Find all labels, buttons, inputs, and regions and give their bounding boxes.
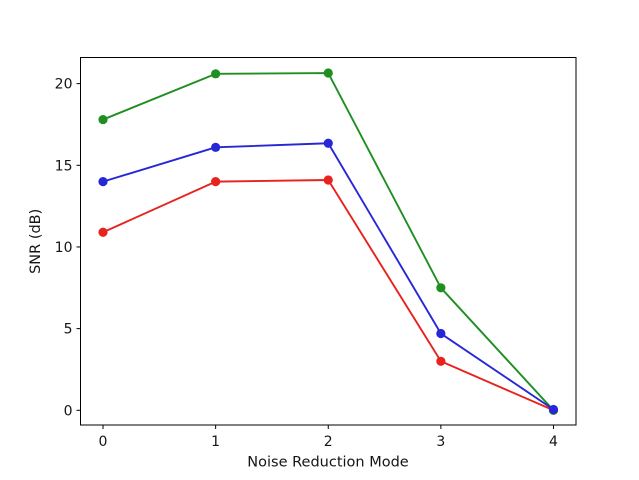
red-series-marker <box>98 227 108 237</box>
y-tick-label: 15 <box>55 158 73 174</box>
y-tick-label: 5 <box>64 322 73 338</box>
green-series-marker <box>211 69 221 79</box>
red-series-marker <box>436 356 446 366</box>
green-series-marker <box>436 283 446 293</box>
y-tick-label: 20 <box>55 77 73 93</box>
y-tick-label: 10 <box>55 240 73 256</box>
plot-area-border <box>80 57 577 426</box>
x-tick-label: 3 <box>436 434 445 450</box>
x-tick-label: 2 <box>324 434 333 450</box>
x-axis-title: Noise Reduction Mode <box>247 455 409 471</box>
blue-series-marker <box>323 138 333 148</box>
blue-series-marker <box>211 142 221 152</box>
red-series-marker <box>211 177 221 187</box>
blue-series-marker <box>548 404 559 415</box>
blue-series-marker <box>436 328 446 339</box>
blue-series-marker <box>98 177 108 187</box>
axis-ticks: 0 1 2 3 4 0 5 10 15 20 <box>55 77 558 450</box>
green-series-marker <box>323 68 333 78</box>
data-series <box>98 68 559 415</box>
green-series-line <box>102 72 555 412</box>
y-axis-title: SNR (dB) <box>28 209 44 274</box>
red-series-marker <box>323 175 333 185</box>
x-tick-label: 0 <box>99 434 108 450</box>
x-tick-label: 1 <box>211 434 220 450</box>
x-tick-label: 4 <box>549 434 558 450</box>
y-tick-label: 0 <box>64 403 73 419</box>
green-series-marker <box>98 114 108 125</box>
red-series-line <box>102 179 555 412</box>
